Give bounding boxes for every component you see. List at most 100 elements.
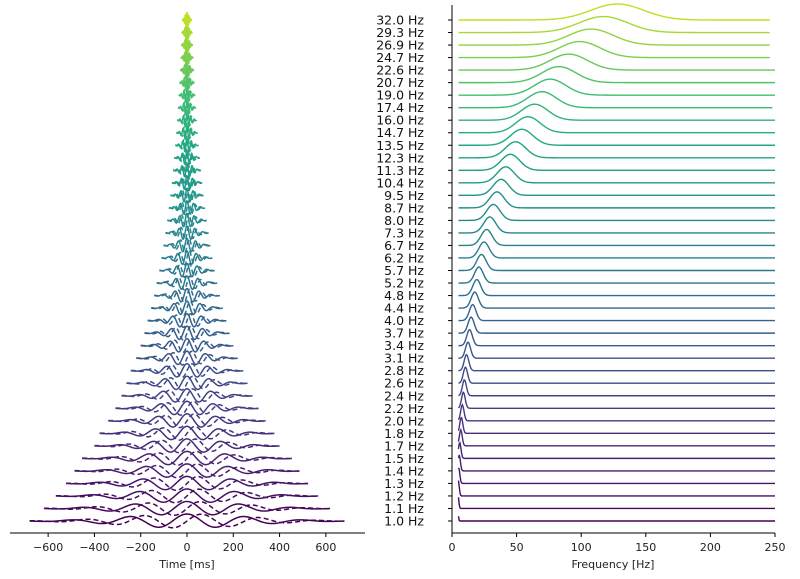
frequency-tick-label: 200 bbox=[700, 541, 721, 554]
wavelet-real-2.8hz bbox=[130, 362, 244, 378]
wavelet-imag-1.8hz bbox=[99, 425, 275, 441]
time-tick-label: 600 bbox=[315, 541, 336, 554]
frequency-tick-label: 150 bbox=[635, 541, 656, 554]
wavelet-imag-1.1hz bbox=[43, 500, 331, 517]
wavelet-imag-22.6hz bbox=[179, 62, 195, 79]
time-tick-label: −200 bbox=[126, 541, 156, 554]
wavelet-real-1.3hz bbox=[65, 475, 309, 491]
spectrum-1-3-Hz bbox=[457, 467, 775, 485]
frequency-tick-label: 0 bbox=[449, 541, 456, 554]
wavelet-real-2hz bbox=[108, 413, 266, 428]
wavelet-imag-11.3hz bbox=[173, 162, 201, 179]
frequency-row-label: 4.4 Hz bbox=[384, 301, 424, 316]
spectrum-4-4-Hz bbox=[458, 291, 775, 309]
spectrum-1-1-Hz bbox=[457, 497, 775, 510]
wavelet-imag-1.7hz bbox=[94, 438, 280, 454]
wavelet-imag-4hz bbox=[147, 313, 227, 329]
wavelet-imag-3.7hz bbox=[144, 325, 230, 341]
frequency-row-label: 4.0 Hz bbox=[384, 313, 424, 328]
spectrum-10-4-Hz bbox=[458, 166, 775, 184]
spectrum-13-5-Hz bbox=[458, 128, 775, 146]
time-tick-label: 0 bbox=[184, 541, 191, 554]
wavelet-real-2.2hz bbox=[115, 400, 259, 416]
wavelet-traces bbox=[29, 11, 345, 529]
frequency-row-label: 11.3 Hz bbox=[376, 163, 424, 178]
spectrum-2-4-Hz bbox=[458, 379, 775, 397]
spectrum-12-3-Hz bbox=[458, 141, 775, 159]
spectrum-16-0-Hz bbox=[458, 103, 775, 121]
spectrum-32-0-Hz bbox=[458, 3, 770, 21]
wavelet-real-1.4hz bbox=[74, 463, 300, 478]
frequency-row-label: 32.0 Hz bbox=[376, 13, 424, 28]
frequency-row-label: 6.2 Hz bbox=[384, 250, 424, 265]
frequency-row-label: 3.4 Hz bbox=[384, 338, 424, 353]
wavelet-imag-26.9hz bbox=[180, 36, 194, 54]
wavelet-imag-4.8hz bbox=[154, 287, 220, 304]
spectrum-3-7-Hz bbox=[458, 316, 775, 334]
wavelet-imag-1.4hz bbox=[74, 463, 300, 479]
time-x-axis-label: Time [ms] bbox=[158, 558, 214, 571]
frequency-row-label: 3.7 Hz bbox=[384, 326, 424, 341]
wavelet-imag-2.2hz bbox=[115, 400, 259, 416]
frequency-row-label: 14.7 Hz bbox=[376, 125, 424, 140]
spectrum-29-3-Hz bbox=[458, 15, 770, 34]
frequency-row-label: 1.8 Hz bbox=[384, 426, 424, 441]
spectrum-26-9-Hz bbox=[458, 28, 770, 46]
wavelet-imag-20.7hz bbox=[179, 74, 195, 91]
wavelet-real-1hz bbox=[29, 513, 345, 529]
frequency-row-label: 29.3 Hz bbox=[376, 25, 424, 40]
frequency-row-label: 9.5 Hz bbox=[384, 188, 424, 203]
frequency-row-label: 1.4 Hz bbox=[384, 463, 424, 478]
frequency-row-label: 6.7 Hz bbox=[384, 238, 424, 253]
frequency-row-label: 24.7 Hz bbox=[376, 50, 424, 65]
wavelet-real-3.7hz bbox=[144, 325, 230, 341]
spectrum-5-2-Hz bbox=[458, 266, 775, 284]
wavelet-imag-8hz bbox=[167, 212, 207, 229]
wavelet-imag-24.7hz bbox=[180, 49, 194, 66]
wavelet-real-1.5hz bbox=[82, 450, 292, 466]
wavelet-real-3.4hz bbox=[140, 337, 234, 353]
frequency-row-label: 26.9 Hz bbox=[376, 38, 424, 53]
wavelet-imag-1.5hz bbox=[82, 450, 292, 466]
wavelet-real-1.8hz bbox=[99, 425, 275, 441]
wavelet-imag-5.2hz bbox=[156, 275, 218, 291]
frequency-row-label: 22.6 Hz bbox=[376, 63, 424, 78]
frequency-row-label: 1.1 Hz bbox=[384, 501, 424, 516]
wavelet-imag-29.3hz bbox=[181, 24, 193, 41]
spectrum-9-5-Hz bbox=[458, 178, 775, 197]
wavelet-real-8.7hz bbox=[168, 200, 206, 215]
frequency-x-axis-label: Frequency [Hz] bbox=[572, 558, 655, 571]
wavelet-real-1.7hz bbox=[94, 438, 280, 453]
wavelet-imag-4.4hz bbox=[151, 300, 223, 316]
wavelet-imag-8.7hz bbox=[168, 200, 206, 216]
wavelet-imag-1.2hz bbox=[55, 488, 319, 504]
spectrum-19-0-Hz bbox=[458, 78, 775, 96]
wavelet-imag-6.2hz bbox=[161, 250, 213, 266]
wavelet-real-7.3hz bbox=[165, 225, 209, 240]
wavelet-imag-19hz bbox=[178, 87, 196, 104]
spectrum-11-3-Hz bbox=[458, 153, 775, 171]
spectrum-panel: 0 50 100 150 200 250 1.0 Hz1.1 Hz1.2 Hz1.3 Hz… bbox=[376, 3, 786, 571]
spectrum-1-0-Hz bbox=[457, 516, 775, 522]
spectrum-traces bbox=[457, 3, 775, 522]
spectrum-4-8-Hz bbox=[458, 278, 775, 297]
wavelet-imag-10.4hz bbox=[171, 175, 203, 191]
wavelet-panel: −600 −400 −200 0 200 400 600 Time [ms] bbox=[10, 11, 365, 571]
spectrum-14-7-Hz bbox=[458, 116, 775, 134]
spectrum-17-4-Hz bbox=[458, 90, 773, 109]
wavelet-real-4hz bbox=[147, 312, 227, 328]
spectrum-3-1-Hz bbox=[458, 341, 775, 359]
spectrum-8-0-Hz bbox=[458, 203, 775, 222]
frequency-row-label: 5.2 Hz bbox=[384, 276, 424, 291]
frequency-row-label: 4.8 Hz bbox=[384, 288, 424, 303]
frequency-tick-label: 50 bbox=[510, 541, 524, 554]
wavelet-imag-2.8hz bbox=[130, 363, 244, 379]
spectrum-7-3-Hz bbox=[458, 216, 775, 234]
spectrum-1-4-Hz bbox=[457, 454, 775, 472]
wavelet-imag-14.7hz bbox=[176, 124, 198, 141]
spectrum-6-7-Hz bbox=[458, 228, 775, 247]
frequency-row-label: 2.8 Hz bbox=[384, 363, 424, 378]
wavelet-real-2.6hz bbox=[126, 375, 248, 391]
spectrum-3-4-Hz bbox=[458, 328, 775, 347]
frequency-row-label: 1.5 Hz bbox=[384, 451, 424, 466]
